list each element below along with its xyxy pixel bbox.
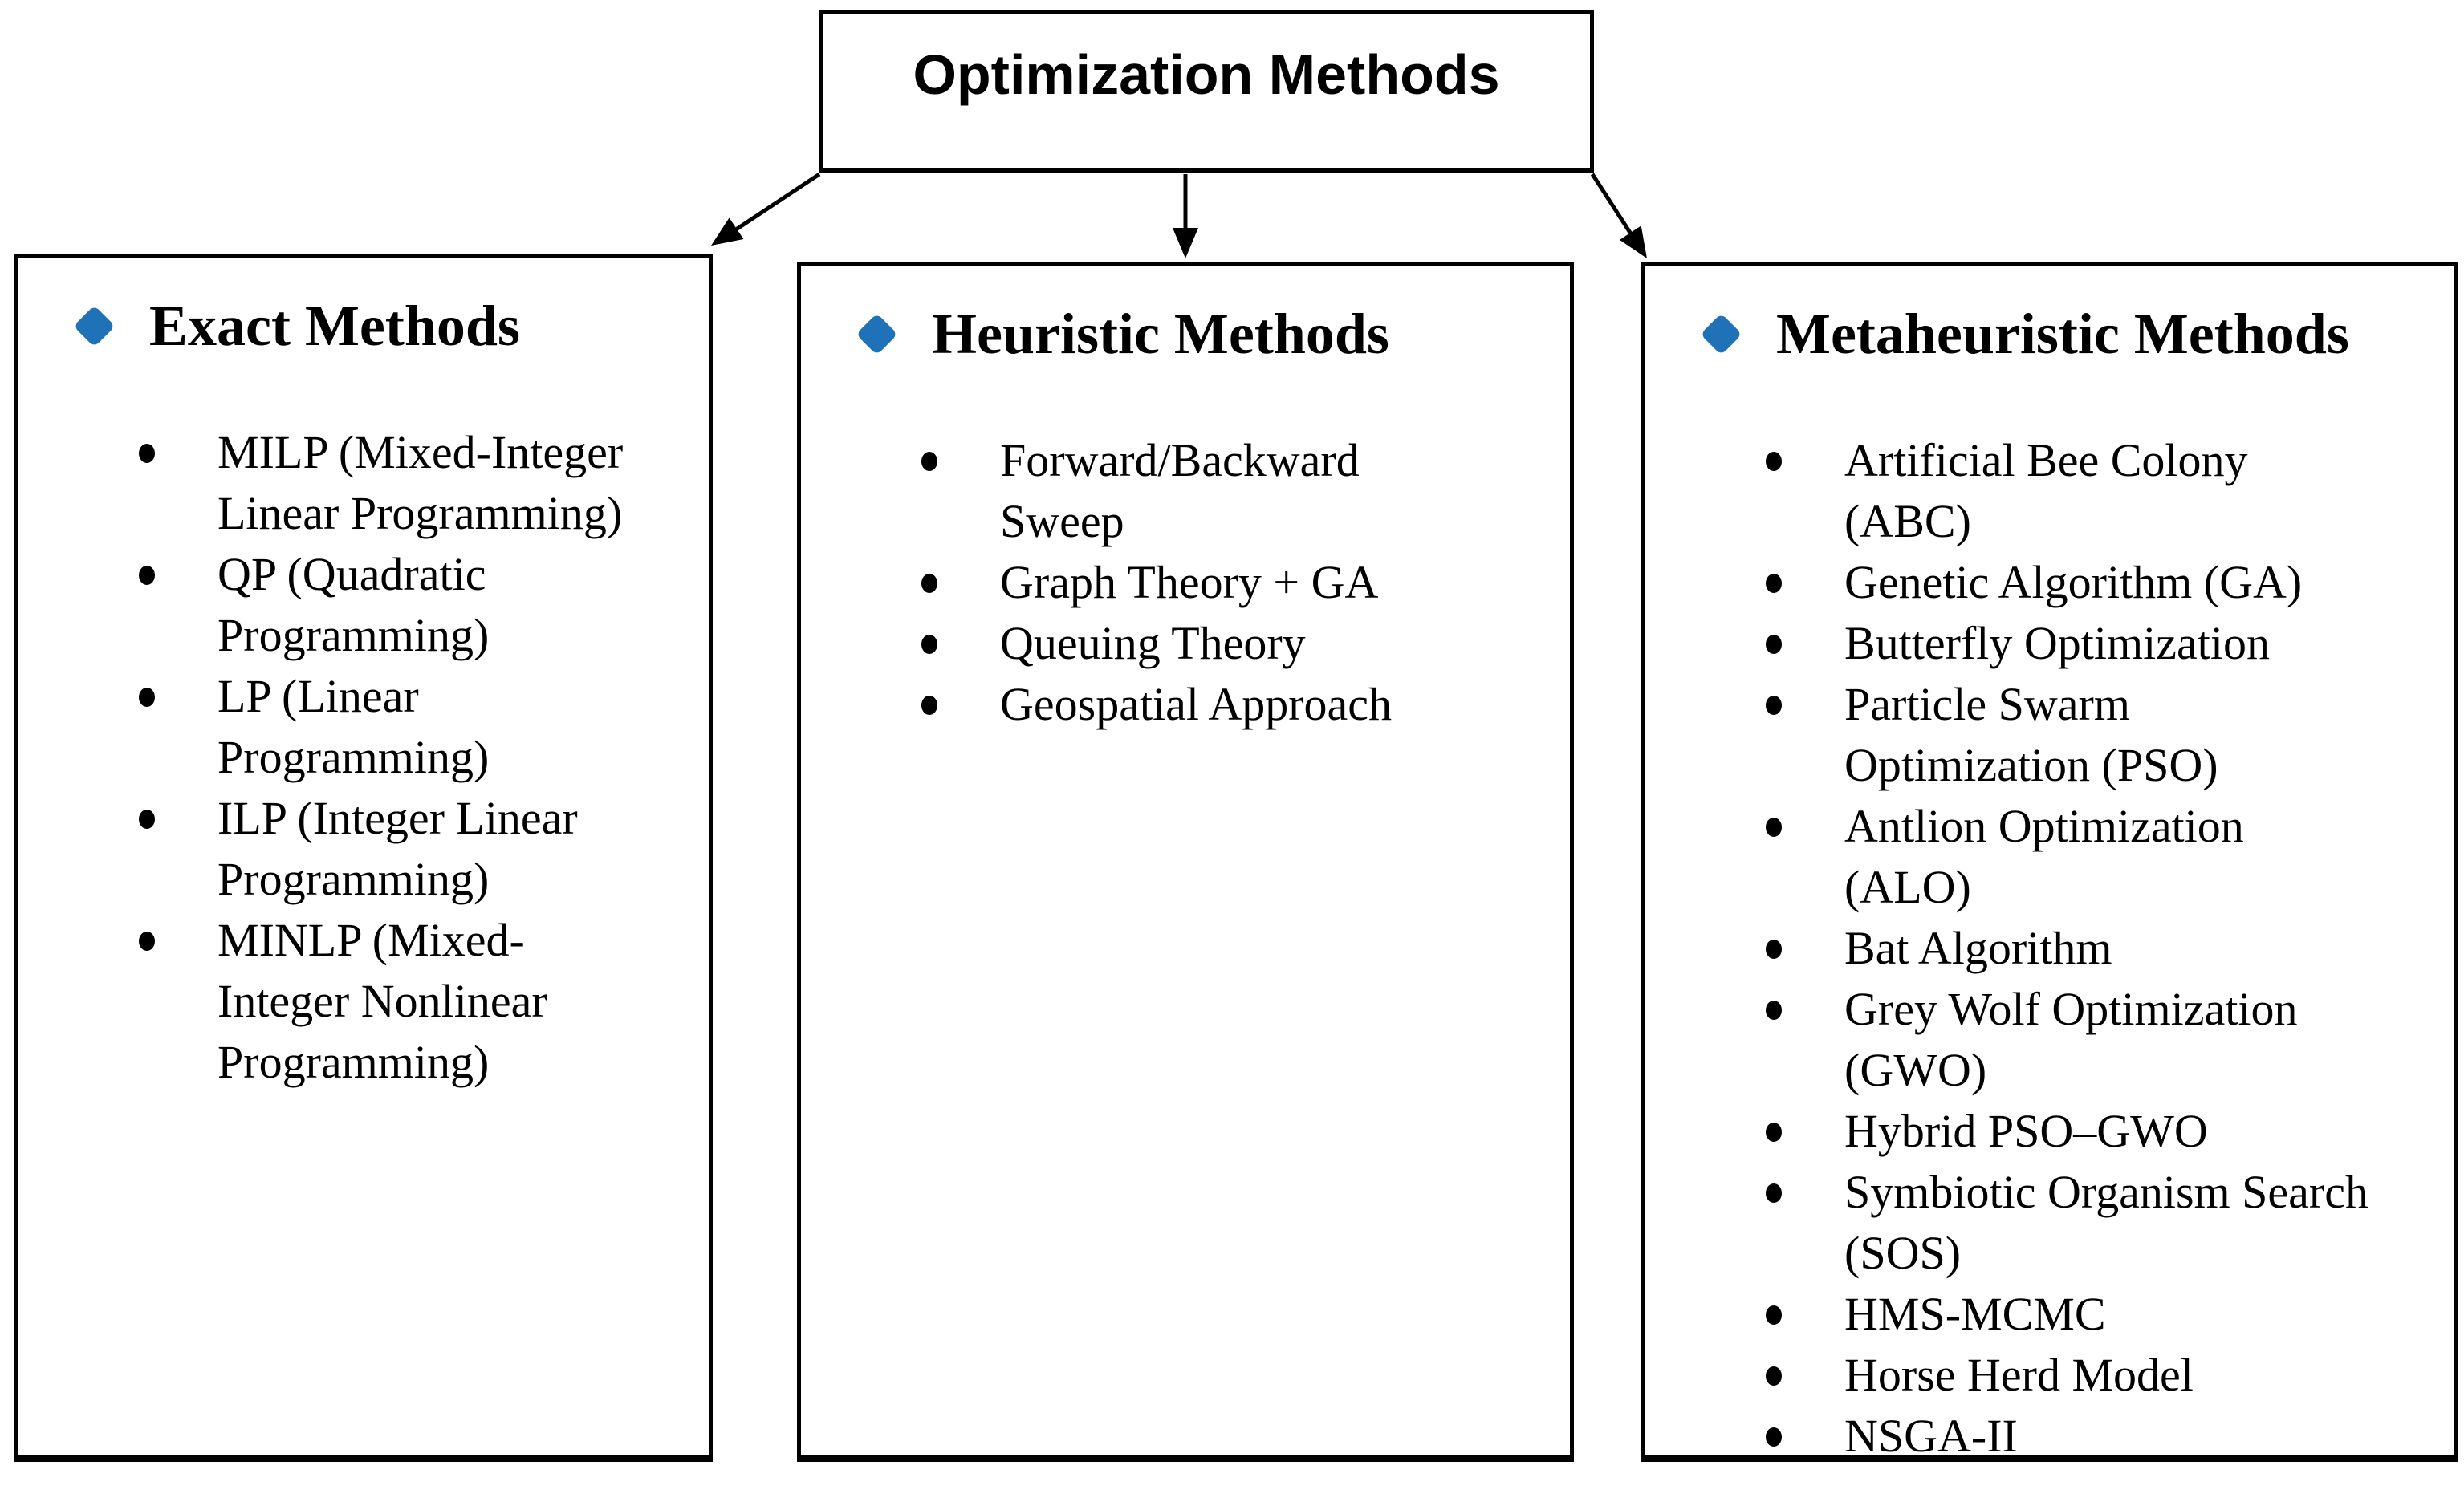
dot-icon [1766, 1183, 1782, 1203]
dot-icon [1766, 1001, 1782, 1020]
heuristic-methods-box: Heuristic Methods Forward/Backward Sweep G… [797, 262, 1574, 1462]
diamond-icon [73, 304, 116, 347]
list-item-line: Artificial Bee Colony [1844, 434, 2248, 486]
arrow-to-exact-methods [711, 172, 821, 246]
list-item-line: Genetic Algorithm (GA) [1844, 556, 2303, 608]
box-header-label: Metaheuristic Methods [1776, 302, 2349, 366]
dot-icon [1766, 696, 1782, 715]
list-item-line: Graph Theory + GA [1000, 556, 1379, 608]
list-item: Artificial Bee Colony (ABC) [1763, 430, 2454, 552]
list-item-line: (ALO) [1844, 861, 1971, 913]
box-header-label: Exact Methods [149, 294, 520, 358]
list-item: Horse Herd Model [1763, 1345, 2454, 1406]
list-item-line: HMS-MCMC [1844, 1288, 2106, 1340]
list-item: Hybrid PSO–GWO [1763, 1101, 2454, 1162]
list-item: Forward/Backward Sweep [918, 430, 1570, 552]
list-item: MILP (Mixed-Integer Linear Programming) [136, 422, 709, 544]
arrow-to-metaheuristic-methods [1590, 173, 1647, 258]
box-header-label: Heuristic Methods [932, 302, 1389, 366]
list-item: Butterfly Optimization [1763, 613, 2454, 674]
list-item-line: (SOS) [1844, 1227, 1962, 1279]
heuristic-methods-list: Forward/Backward Sweep Graph Theory + GA Qu… [801, 430, 1570, 735]
metaheuristic-methods-list: Artificial Bee Colony (ABC) Genetic Algori… [1645, 430, 2454, 1467]
list-item: HMS-MCMC [1763, 1284, 2454, 1345]
dot-icon [1766, 1427, 1782, 1447]
list-item-line: Linear Programming) [218, 487, 623, 539]
diamond-icon [856, 312, 898, 355]
dot-icon [1766, 574, 1782, 593]
dot-icon [139, 688, 155, 707]
list-item: MINLP (Mixed- Integer Nonlinear Programmin… [136, 910, 709, 1093]
list-item: Antlion Optimization (ALO) [1763, 796, 2454, 918]
list-item-line: Programming) [218, 1036, 490, 1088]
list-item-line: Grey Wolf Optimization [1844, 983, 2298, 1035]
metaheuristic-methods-header: Metaheuristic Methods [1700, 302, 2454, 366]
dot-icon [139, 932, 155, 951]
list-item-line: Horse Herd Model [1844, 1349, 2194, 1401]
list-item-line: (ABC) [1844, 495, 1971, 547]
list-item-line: MILP (Mixed-Integer [218, 426, 624, 478]
connector-arrows [711, 172, 1647, 258]
dot-icon [1766, 1305, 1782, 1325]
list-item-line: Particle Swarm [1844, 678, 2130, 730]
list-item-line: Antlion Optimization [1844, 800, 2244, 852]
diagram-title: Optimization Methods [913, 43, 1500, 106]
list-item-line: Forward/Backward [1000, 434, 1360, 486]
metaheuristic-methods-box: Metaheuristic Methods Artificial Bee Col… [1641, 262, 2458, 1462]
list-item: Particle Swarm Optimization (PSO) [1763, 674, 2454, 796]
list-item-line: Symbiotic Organism Search [1844, 1166, 2368, 1218]
dot-icon [1766, 940, 1782, 959]
list-item-line: Butterfly Optimization [1844, 617, 2270, 669]
list-item: ILP (Integer Linear Programming) [136, 788, 709, 910]
list-item-line: Programming) [218, 609, 490, 661]
list-item: Symbiotic Organism Search (SOS) [1763, 1162, 2454, 1284]
dot-icon [1766, 1366, 1782, 1386]
exact-methods-header: Exact Methods [73, 294, 709, 358]
list-item-line: Sweep [1000, 495, 1124, 547]
list-item-line: Geospatial Approach [1000, 678, 1393, 730]
list-item-line: QP (Quadratic [218, 548, 486, 600]
list-item-line: Hybrid PSO–GWO [1844, 1105, 2208, 1157]
dot-icon [1766, 1123, 1782, 1142]
list-item-line: (GWO) [1844, 1044, 1987, 1096]
dot-icon [921, 635, 937, 654]
list-item-line: Optimization (PSO) [1844, 739, 2218, 791]
exact-methods-box: Exact Methods MILP (Mixed-Integer Linear … [14, 254, 713, 1462]
dot-icon [139, 444, 155, 463]
dot-icon [1766, 635, 1782, 654]
list-item-line: Integer Nonlinear [218, 975, 547, 1027]
list-item: Grey Wolf Optimization (GWO) [1763, 979, 2454, 1101]
list-item: Bat Algorithm [1763, 918, 2454, 979]
dot-icon [139, 810, 155, 829]
diamond-icon [1700, 312, 1742, 355]
list-item: NSGA-II [1763, 1406, 2454, 1467]
list-item: Genetic Algorithm (GA) [1763, 552, 2454, 613]
dot-icon [921, 574, 937, 593]
dot-icon [921, 452, 937, 471]
dot-icon [139, 566, 155, 585]
list-item-line: MINLP (Mixed- [218, 914, 525, 966]
list-item: LP (Linear Programming) [136, 666, 709, 788]
exact-methods-list: MILP (Mixed-Integer Linear Programming) QP… [18, 422, 709, 1093]
list-item-line: ILP (Integer Linear [218, 792, 578, 844]
list-item-line: Queuing Theory [1000, 617, 1306, 669]
list-item-line: Bat Algorithm [1844, 922, 2112, 974]
list-item: Graph Theory + GA [918, 552, 1570, 613]
list-item: Geospatial Approach [918, 674, 1570, 735]
arrow-to-heuristic-methods [1173, 174, 1198, 258]
list-item-line: Programming) [218, 731, 490, 783]
dot-icon [1766, 818, 1782, 837]
list-item-line: Programming) [218, 853, 490, 905]
list-item: QP (Quadratic Programming) [136, 544, 709, 666]
dot-icon [921, 696, 937, 715]
list-item-line: LP (Linear [218, 670, 419, 722]
list-item-line: NSGA-II [1844, 1410, 2018, 1462]
optimization-methods-root-box: Optimization Methods [819, 10, 1594, 173]
list-item: Queuing Theory [918, 613, 1570, 674]
dot-icon [1766, 452, 1782, 471]
heuristic-methods-header: Heuristic Methods [856, 302, 1570, 366]
